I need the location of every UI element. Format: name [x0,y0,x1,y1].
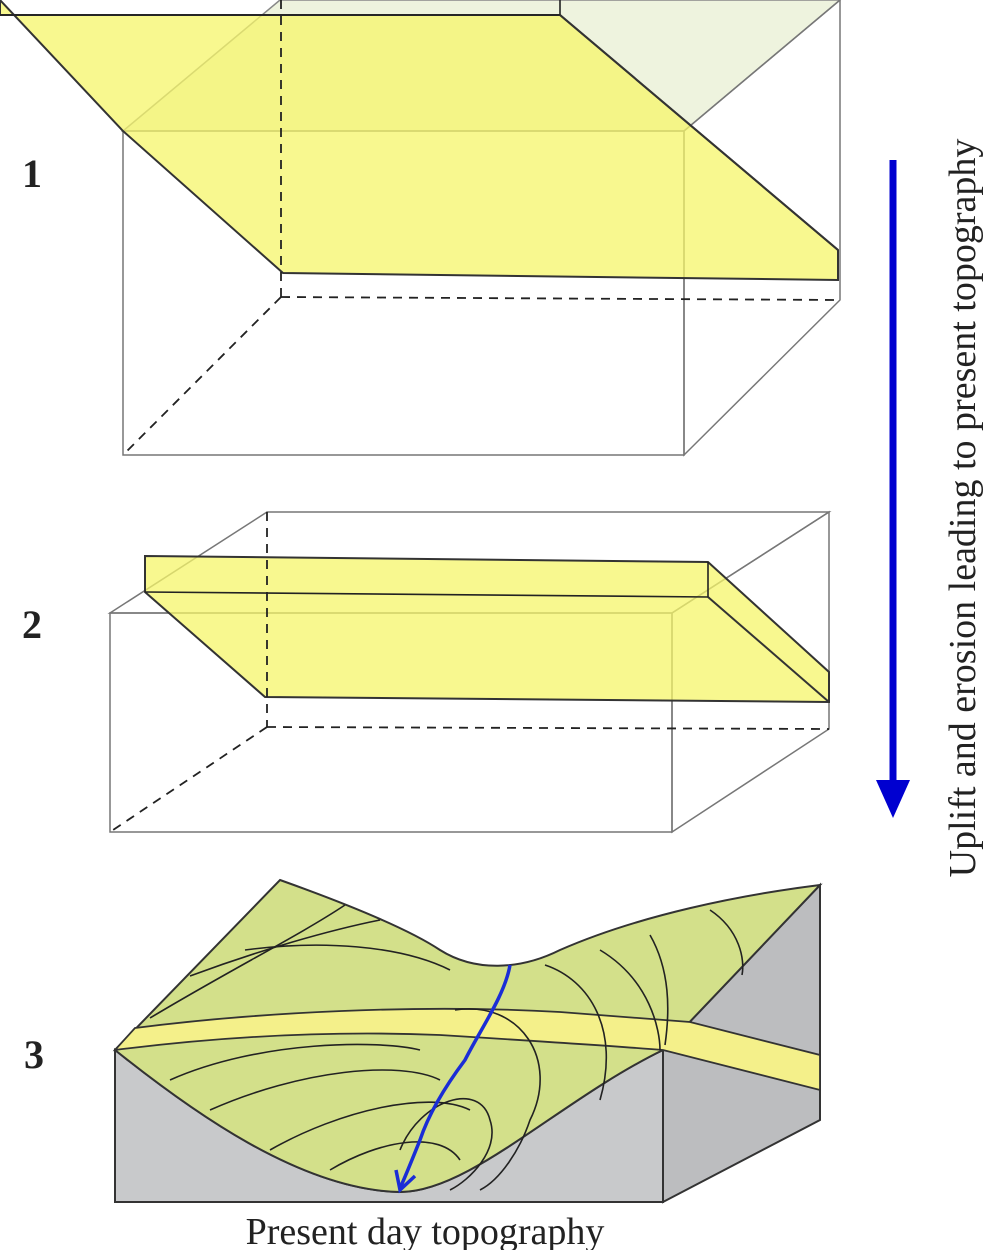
contour-line [454,1008,541,1191]
hidden-edge [122,296,282,456]
contour-line [649,934,669,1046]
block-3: 3 [24,878,823,1204]
block-2: 2 [22,510,832,834]
step-label: 2 [22,602,42,647]
step-label: 1 [22,151,42,196]
block-1: 1 [0,0,842,457]
contour-line [599,949,661,1051]
hidden-edge [280,296,841,301]
caption: Present day topography [246,1211,605,1250]
step-label: 3 [24,1032,44,1077]
rock-layer-outcrop [112,1007,821,1092]
contour-line [709,909,744,976]
contour-line [209,1069,441,1111]
contour-line [149,904,346,1019]
process-arrowhead [876,780,910,818]
layer-edge [707,596,830,703]
hidden-edge [109,726,268,833]
contour-line [189,919,381,977]
hidden-edge [266,726,830,730]
layer-edge [559,14,839,251]
contour-line [329,1141,461,1171]
river-arrowhead [394,1169,417,1194]
contour-line [244,944,451,971]
block-side [683,0,841,457]
contour-line [269,1101,471,1151]
river [398,964,512,1189]
process-label: Uplift and erosion leading to present to… [942,139,984,878]
rock-layer [144,554,830,704]
contour-line [399,1097,493,1191]
contour-line [169,1043,421,1081]
contour-line [544,964,608,1101]
